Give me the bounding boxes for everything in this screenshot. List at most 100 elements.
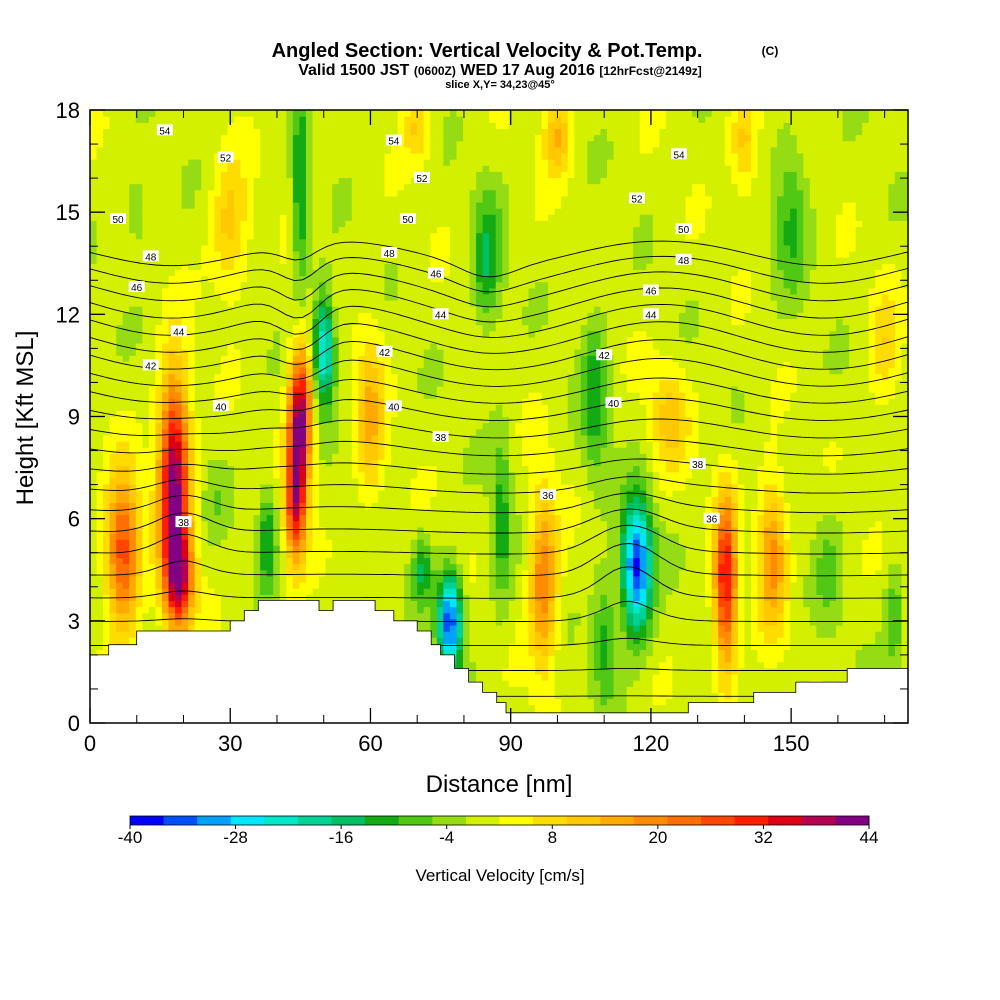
velocity-cell bbox=[253, 159, 261, 166]
velocity-cell bbox=[227, 146, 235, 154]
velocity-cell bbox=[201, 330, 209, 338]
velocity-cell bbox=[325, 569, 333, 577]
velocity-cell bbox=[312, 569, 320, 577]
velocity-cell bbox=[240, 575, 248, 583]
velocity-cell bbox=[194, 342, 202, 350]
velocity-cell bbox=[181, 588, 189, 595]
velocity-cell bbox=[338, 293, 346, 301]
velocity-cell bbox=[338, 422, 346, 430]
velocity-cell bbox=[155, 465, 163, 473]
velocity-cell bbox=[253, 588, 261, 595]
velocity-cell bbox=[279, 165, 287, 172]
velocity-cell bbox=[332, 208, 340, 215]
velocity-cell bbox=[109, 398, 117, 405]
velocity-cell bbox=[260, 539, 268, 546]
velocity-cell bbox=[214, 496, 222, 503]
velocity-cell bbox=[273, 569, 281, 577]
velocity-cell bbox=[155, 134, 163, 142]
velocity-cell bbox=[358, 355, 366, 362]
velocity-cell bbox=[397, 441, 405, 448]
velocity-cell bbox=[161, 410, 170, 418]
velocity-cell bbox=[109, 385, 117, 393]
velocity-cell bbox=[148, 575, 157, 583]
velocity-cell bbox=[345, 300, 353, 307]
velocity-cell bbox=[364, 588, 372, 595]
velocity-cell bbox=[391, 416, 399, 424]
velocity-cell bbox=[279, 447, 287, 454]
velocity-cell bbox=[103, 447, 111, 454]
velocity-cell bbox=[103, 643, 111, 651]
velocity-cell bbox=[312, 122, 320, 129]
velocity-cell bbox=[391, 312, 399, 320]
velocity-cell bbox=[371, 275, 379, 283]
velocity-cell bbox=[273, 575, 281, 583]
velocity-cell bbox=[194, 434, 202, 442]
velocity-cell bbox=[122, 355, 130, 362]
velocity-cell bbox=[364, 250, 372, 258]
velocity-cell bbox=[397, 551, 405, 559]
velocity-cell bbox=[233, 165, 242, 172]
velocity-cell bbox=[109, 312, 117, 320]
velocity-cell bbox=[247, 195, 255, 203]
velocity-cell bbox=[279, 551, 287, 559]
velocity-cell bbox=[286, 281, 294, 289]
velocity-cell bbox=[194, 122, 202, 129]
velocity-cell bbox=[351, 330, 359, 338]
velocity-cell bbox=[142, 447, 150, 454]
velocity-cell bbox=[109, 606, 117, 614]
velocity-cell bbox=[188, 140, 196, 148]
velocity-cell bbox=[142, 275, 150, 283]
velocity-cell bbox=[273, 496, 281, 503]
velocity-cell bbox=[286, 300, 294, 307]
velocity-cell bbox=[103, 508, 111, 516]
velocity-cell bbox=[135, 110, 143, 117]
velocity-cell bbox=[181, 122, 189, 129]
velocity-cell bbox=[345, 152, 353, 160]
velocity-cell bbox=[279, 189, 287, 197]
velocity-cell bbox=[168, 189, 176, 197]
velocity-cell bbox=[109, 195, 117, 203]
velocity-cell bbox=[391, 434, 399, 442]
velocity-cell bbox=[351, 110, 359, 117]
velocity-cell bbox=[201, 293, 209, 301]
velocity-cell bbox=[397, 128, 405, 136]
velocity-cell bbox=[286, 189, 294, 197]
velocity-cell bbox=[135, 232, 143, 240]
velocity-cell bbox=[397, 208, 405, 215]
velocity-cell bbox=[168, 367, 176, 375]
velocity-cell bbox=[319, 122, 327, 129]
velocity-cell bbox=[397, 342, 405, 350]
velocity-cell bbox=[129, 208, 137, 215]
velocity-cell bbox=[103, 220, 111, 228]
velocity-cell bbox=[142, 514, 150, 522]
velocity-cell bbox=[286, 465, 294, 473]
velocity-cell bbox=[103, 502, 111, 510]
velocity-cell bbox=[273, 428, 281, 436]
velocity-cell bbox=[364, 404, 372, 411]
velocity-cell bbox=[161, 545, 170, 552]
velocity-cell bbox=[240, 349, 248, 356]
velocity-cell bbox=[266, 391, 274, 399]
velocity-cell bbox=[364, 465, 372, 473]
velocity-cell bbox=[155, 244, 163, 252]
velocity-cell bbox=[292, 134, 300, 142]
velocity-cell bbox=[201, 226, 209, 234]
velocity-cell bbox=[266, 459, 274, 467]
velocity-cell bbox=[122, 496, 130, 503]
velocity-cell bbox=[122, 434, 130, 442]
velocity-cell bbox=[168, 140, 176, 148]
velocity-cell bbox=[207, 520, 215, 528]
velocity-cell bbox=[397, 428, 405, 436]
velocity-cell bbox=[364, 269, 372, 277]
velocity-cell bbox=[96, 422, 104, 430]
velocity-cell bbox=[260, 238, 268, 246]
velocity-cell bbox=[299, 257, 307, 264]
velocity-cell bbox=[338, 441, 346, 448]
velocity-cell bbox=[214, 232, 222, 240]
velocity-cell bbox=[371, 428, 379, 436]
velocity-cell bbox=[260, 459, 268, 467]
velocity-cell bbox=[384, 300, 392, 307]
velocity-cell bbox=[260, 404, 268, 411]
velocity-cell bbox=[90, 281, 98, 289]
velocity-cell bbox=[391, 318, 399, 326]
